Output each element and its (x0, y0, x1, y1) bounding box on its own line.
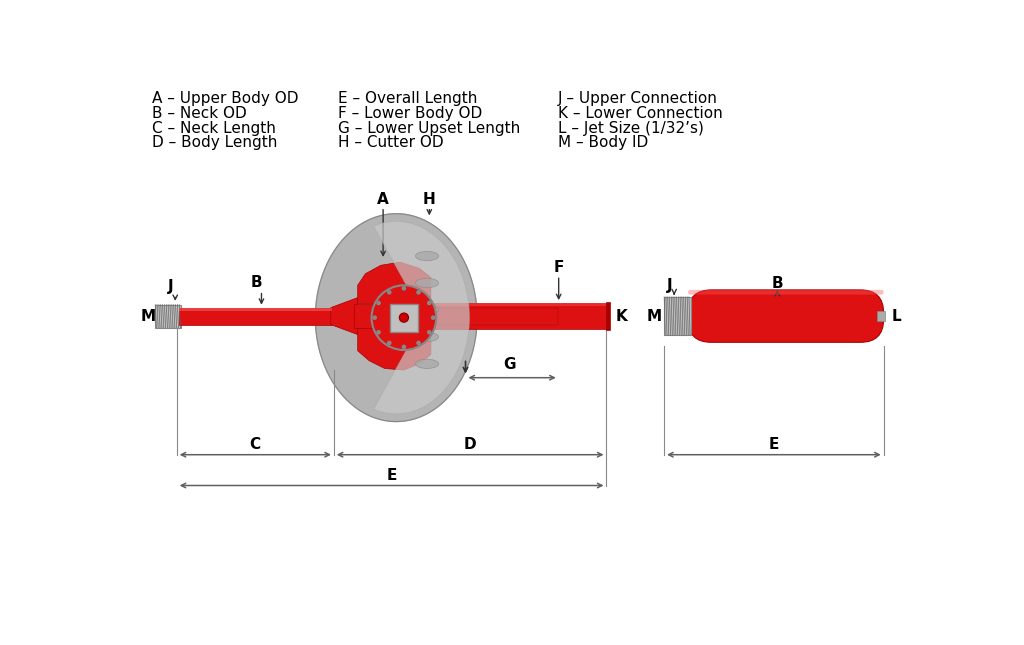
Text: G – Lower Upset Length: G – Lower Upset Length (339, 121, 521, 135)
Circle shape (376, 301, 381, 305)
Ellipse shape (416, 279, 438, 288)
Text: M: M (140, 308, 156, 324)
Text: B: B (250, 275, 262, 290)
Text: F: F (554, 260, 564, 275)
Circle shape (399, 313, 409, 322)
Text: A: A (377, 192, 389, 206)
FancyBboxPatch shape (431, 303, 608, 306)
FancyBboxPatch shape (605, 303, 609, 330)
Circle shape (431, 315, 435, 320)
FancyBboxPatch shape (688, 290, 884, 295)
Text: C: C (250, 437, 261, 452)
Circle shape (401, 344, 407, 349)
Text: M: M (646, 308, 662, 324)
Circle shape (376, 330, 381, 335)
Polygon shape (331, 297, 357, 335)
Text: H: H (423, 192, 435, 206)
Polygon shape (357, 328, 431, 370)
Text: J – Upper Connection: J – Upper Connection (558, 91, 718, 106)
Text: J: J (168, 279, 173, 294)
Text: E: E (386, 468, 396, 483)
Circle shape (373, 315, 377, 320)
Text: D: D (464, 437, 476, 452)
FancyBboxPatch shape (179, 308, 333, 311)
FancyBboxPatch shape (427, 308, 558, 324)
FancyBboxPatch shape (354, 304, 435, 328)
Text: B: B (771, 276, 783, 292)
FancyBboxPatch shape (665, 297, 691, 335)
Circle shape (387, 290, 391, 295)
Text: J: J (667, 278, 673, 293)
Text: H – Cutter OD: H – Cutter OD (339, 135, 444, 150)
Text: E – Overall Length: E – Overall Length (339, 91, 478, 106)
Text: K: K (616, 308, 628, 324)
FancyBboxPatch shape (878, 311, 885, 321)
Circle shape (372, 285, 436, 350)
Polygon shape (357, 263, 431, 304)
Text: B – Neck OD: B – Neck OD (153, 106, 247, 121)
Text: L: L (892, 308, 901, 324)
Text: D – Body Length: D – Body Length (153, 135, 278, 150)
FancyBboxPatch shape (179, 308, 333, 324)
Text: A – Upper Body OD: A – Upper Body OD (153, 91, 299, 106)
Polygon shape (374, 221, 469, 414)
Circle shape (416, 341, 421, 345)
FancyBboxPatch shape (431, 303, 608, 329)
Text: K – Lower Connection: K – Lower Connection (558, 106, 723, 121)
Text: L – Jet Size (1/32’s): L – Jet Size (1/32’s) (558, 121, 703, 135)
Circle shape (387, 341, 391, 345)
FancyBboxPatch shape (156, 304, 180, 328)
Circle shape (401, 286, 407, 291)
FancyBboxPatch shape (688, 290, 884, 342)
Circle shape (427, 330, 431, 335)
Polygon shape (315, 213, 477, 422)
Ellipse shape (416, 252, 438, 261)
Text: G: G (503, 357, 516, 372)
Ellipse shape (416, 332, 438, 341)
Ellipse shape (416, 359, 438, 368)
Text: M – Body ID: M – Body ID (558, 135, 648, 150)
FancyBboxPatch shape (390, 304, 418, 332)
Text: F – Lower Body OD: F – Lower Body OD (339, 106, 482, 121)
Circle shape (416, 290, 421, 295)
Text: C – Neck Length: C – Neck Length (153, 121, 276, 135)
Circle shape (427, 301, 431, 305)
Ellipse shape (416, 305, 438, 315)
Text: E: E (768, 437, 778, 452)
